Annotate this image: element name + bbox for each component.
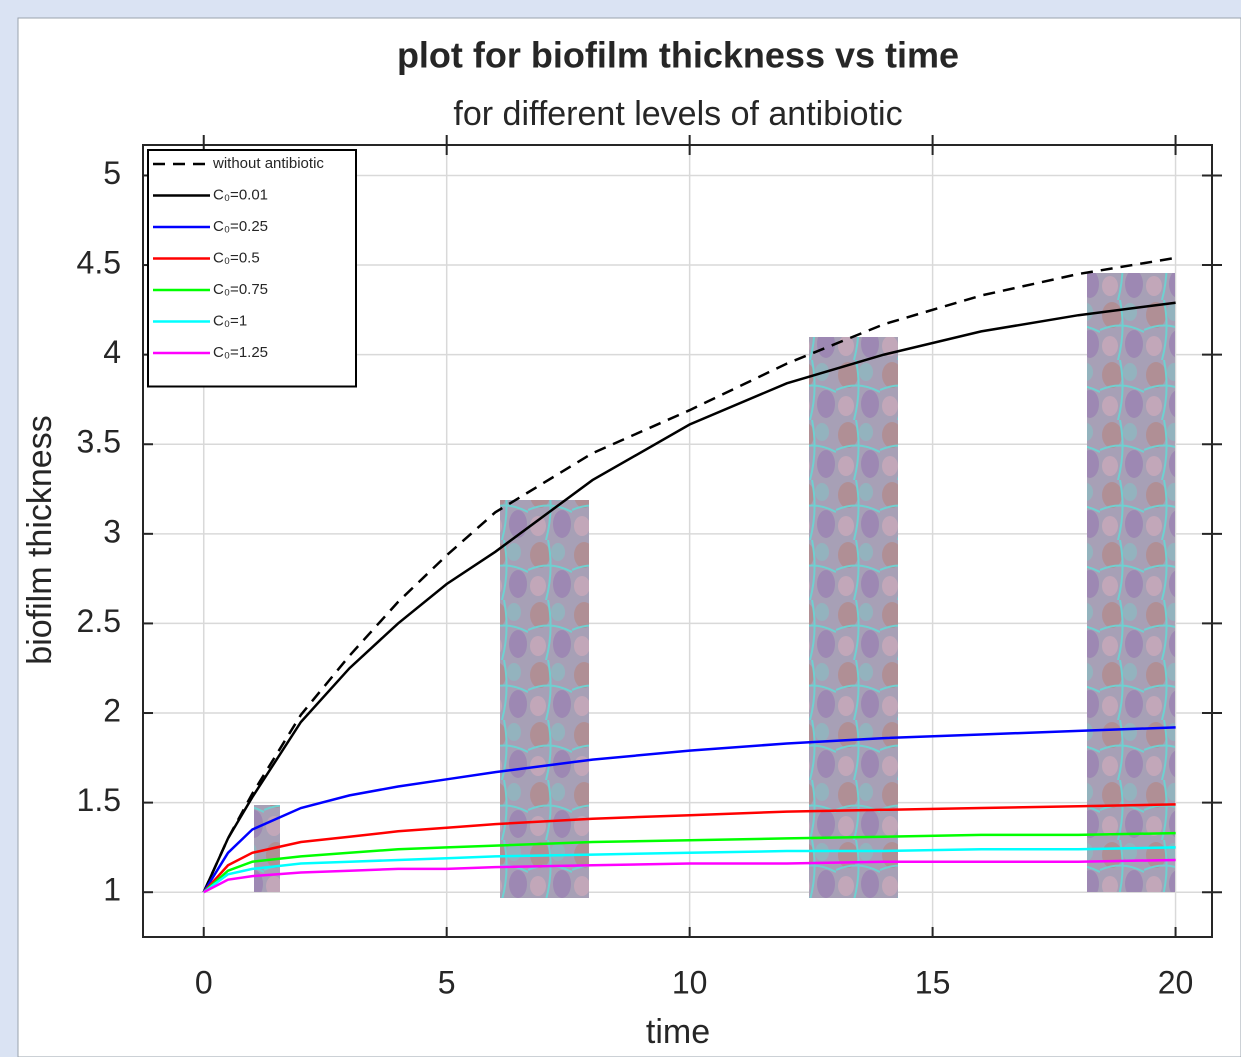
x-tick-label: 5	[438, 964, 456, 1000]
series-line	[202, 803, 1176, 894]
y-tick-label: 5	[103, 155, 121, 191]
legend: without antibiotic C₀=0.01 C₀=0.25 C₀=0.5 C₀…	[147, 149, 357, 388]
y-axis-label: biofilm thickness	[21, 415, 59, 664]
y-tick-label: 3.5	[77, 424, 121, 460]
y-tick-label: 2	[103, 692, 121, 728]
x-tick-label: 0	[195, 964, 213, 1000]
series-line	[202, 726, 1176, 893]
y-tick-label: 4	[103, 334, 121, 370]
legend-label: C₀=0.75	[213, 281, 268, 298]
series-line	[202, 831, 1176, 894]
x-tick-label: 20	[1158, 964, 1194, 1000]
x-tick-label: 15	[915, 964, 951, 1000]
y-tick-label: 4.5	[77, 245, 121, 281]
x-axis-label: time	[646, 1013, 710, 1051]
y-tick-label: 3	[103, 513, 121, 549]
x-tick-label: 10	[672, 964, 708, 1000]
legend-label: C₀=0.25	[213, 218, 268, 235]
legend-label: without antibiotic	[212, 155, 324, 172]
series-line	[203, 858, 1176, 894]
axes-box	[142, 144, 1213, 938]
image	[500, 500, 589, 898]
legend-label: C₀=0.5	[213, 249, 260, 266]
image	[1087, 273, 1175, 892]
series-line	[202, 846, 1176, 894]
y-tick-label: 1	[103, 872, 121, 908]
legend-label: C₀=1	[213, 312, 247, 329]
lines	[202, 256, 1176, 894]
legend-label: C₀=1.25	[213, 344, 268, 361]
series-line	[202, 256, 1176, 893]
legend-label: C₀=0.01	[213, 186, 268, 203]
y-tick-label: 1.5	[77, 782, 121, 818]
overlay-images	[254, 273, 1175, 898]
image	[809, 337, 898, 898]
chart-title: plot for biofilm thickness vs time	[397, 35, 959, 76]
legend-box	[147, 149, 357, 388]
chart-subtitle: for different levels of antibiotic	[453, 95, 902, 133]
y-tick-label: 2.5	[77, 603, 121, 639]
series-line	[202, 301, 1176, 893]
